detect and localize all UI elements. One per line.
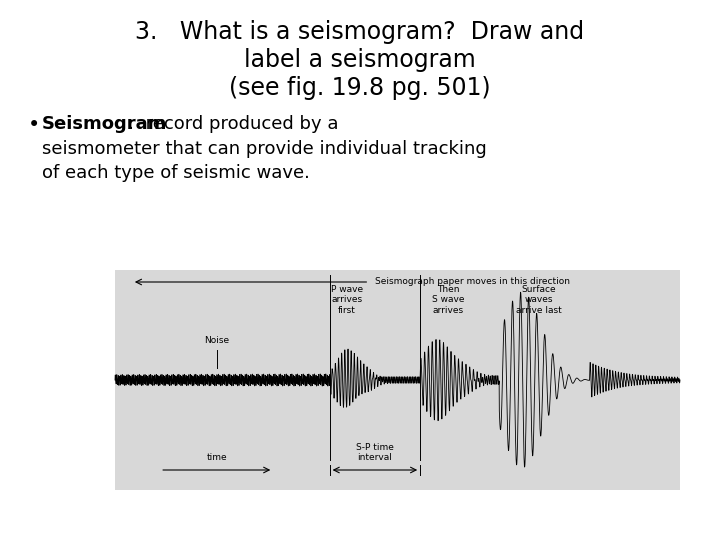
Text: Then
S wave
arrives: Then S wave arrives: [432, 285, 464, 315]
Text: (see fig. 19.8 pg. 501): (see fig. 19.8 pg. 501): [229, 76, 491, 100]
Text: •: •: [28, 115, 40, 135]
Text: Surface
waves
arrive last: Surface waves arrive last: [516, 285, 562, 315]
Text: P wave
arrives
first: P wave arrives first: [330, 285, 363, 315]
Text: seismometer that can provide individual tracking: seismometer that can provide individual …: [42, 140, 487, 158]
Text: 3.   What is a seismogram?  Draw and: 3. What is a seismogram? Draw and: [135, 20, 585, 44]
Text: Seismogram: Seismogram: [42, 115, 167, 133]
Bar: [115, 270, 680, 490]
Text: :  record produced by a: : record produced by a: [128, 115, 338, 133]
Text: time: time: [207, 453, 227, 462]
Text: Noise: Noise: [204, 336, 229, 345]
Text: S-P time
interval: S-P time interval: [356, 443, 394, 462]
Text: Seismograph paper moves in this direction: Seismograph paper moves in this directio…: [375, 278, 570, 287]
Text: of each type of seismic wave.: of each type of seismic wave.: [42, 164, 310, 182]
Text: label a seismogram: label a seismogram: [244, 48, 476, 72]
